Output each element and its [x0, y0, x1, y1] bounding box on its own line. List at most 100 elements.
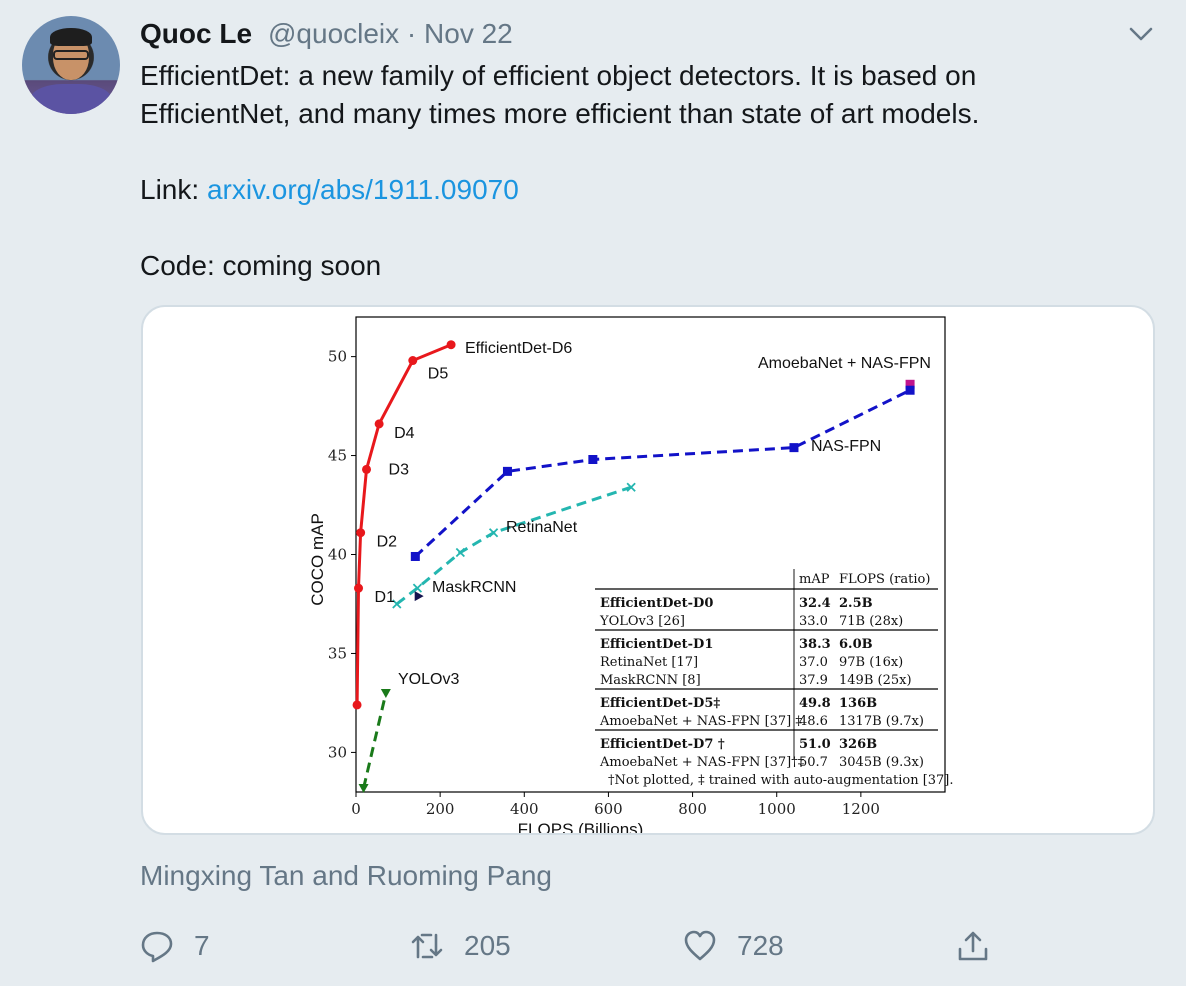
table-cell: 71B (28x)	[839, 614, 903, 629]
data-point	[502, 466, 512, 476]
tweet-link-line: Link: arxiv.org/abs/1911.09070	[140, 171, 519, 209]
like-button[interactable]: 728	[683, 926, 784, 966]
table-header: FLOPS (ratio)	[839, 572, 930, 587]
share-icon	[958, 931, 988, 961]
table-cell: 49.8	[799, 696, 831, 711]
link-label: Link:	[140, 174, 207, 205]
reply-icon	[141, 931, 173, 963]
table-cell: 3045B (9.3x)	[839, 755, 924, 770]
point-label: D1	[375, 589, 396, 606]
data-point	[356, 528, 366, 538]
data-point	[362, 464, 372, 474]
table-cell: 33.0	[799, 614, 828, 629]
data-point	[358, 784, 369, 794]
series-line	[355, 343, 452, 705]
series-label: RetinaNet	[506, 519, 578, 536]
data-point	[354, 583, 364, 593]
y-tick-label: 50	[328, 348, 347, 366]
table-cell: RetinaNet [17]	[600, 655, 698, 670]
series-label: NAS-FPN	[811, 438, 881, 455]
point-label: D3	[389, 461, 410, 478]
series-label: MaskRCNN	[432, 579, 516, 596]
tweet-text-line1: EfficientDet: a new family of efficient …	[140, 60, 977, 91]
x-tick-label: 1000	[758, 800, 796, 818]
data-point	[408, 356, 418, 366]
image-caption: Mingxing Tan and Ruoming Pang	[140, 860, 552, 891]
series-label: EfficientDet-D6	[465, 340, 572, 357]
tweet-code-line: Code: coming soon	[140, 250, 382, 281]
data-point	[588, 455, 598, 464]
table-cell: MaskRCNN [8]	[600, 673, 701, 688]
data-point	[374, 419, 384, 429]
data-point	[352, 700, 362, 710]
table-cell: EfficientDet-D1	[600, 637, 713, 652]
series-line	[362, 692, 388, 789]
table-cell: 1317B (9.7x)	[839, 714, 924, 729]
table-cell: 2.5B	[839, 596, 873, 611]
data-point	[410, 551, 420, 561]
table-cell: 136B	[839, 696, 877, 711]
x-tick-label: 1200	[842, 800, 880, 818]
data-point	[905, 379, 915, 389]
table-cell: AmoebaNet + NAS-FPN [37] ‡	[599, 714, 802, 729]
x-tick-label: 800	[678, 800, 707, 818]
y-tick-label: 35	[328, 644, 347, 662]
table-cell: EfficientDet-D0	[600, 596, 713, 611]
table-footnote: †Not plotted, ‡ trained with auto-augmen…	[608, 773, 954, 788]
table-cell: 37.0	[799, 655, 828, 670]
x-tick-label: 400	[510, 800, 539, 818]
series-label: AmoebaNet + NAS-FPN	[758, 355, 931, 372]
table-cell: 326B	[839, 737, 877, 752]
data-point	[789, 443, 799, 453]
avatar-shirt	[30, 84, 112, 114]
data-point	[412, 583, 423, 593]
x-tick-label: 0	[351, 800, 361, 818]
table-cell: 97B (16x)	[839, 655, 903, 670]
point-label: D2	[377, 534, 398, 551]
table-header: mAP	[799, 572, 830, 587]
reply-count: 7	[194, 930, 210, 961]
retweet-count: 205	[464, 930, 511, 961]
arxiv-link[interactable]: arxiv.org/abs/1911.09070	[206, 174, 519, 205]
author-name[interactable]: Quoc Le	[140, 18, 253, 49]
table-cell: 37.9	[799, 673, 828, 688]
point-label: D4	[394, 425, 415, 442]
heart-icon	[684, 930, 716, 961]
avatar-hair	[50, 28, 92, 46]
table-cell: EfficientDet-D7 †	[600, 737, 725, 752]
table-cell: EfficientDet-D5‡	[600, 696, 720, 711]
table-cell: 32.4	[799, 596, 831, 611]
x-tick-label: 600	[594, 800, 623, 818]
table-cell: AmoebaNet + NAS-FPN [37]†‡	[599, 755, 805, 770]
share-button[interactable]	[956, 926, 1010, 966]
avatar-glasses	[53, 50, 89, 60]
reply-button[interactable]: 7	[140, 926, 210, 966]
table-cell: 50.7	[799, 755, 828, 770]
efficientdet-chart: 0 200 400 600 800 1000 1200 30 35 40 45 50 FLOPS (Bi…	[308, 316, 954, 835]
retweet-icon	[411, 933, 443, 959]
like-count: 728	[737, 930, 784, 961]
table-cell: 149B (25x)	[839, 673, 912, 688]
chevron-down-icon[interactable]	[1128, 24, 1154, 44]
data-point	[488, 528, 499, 538]
author-handle-date[interactable]: @quocleix · Nov 22	[268, 18, 513, 49]
tweet-image-card[interactable]: 0 200 400 600 800 1000 1200 30 35 40 45 50 FLOPS (Bi…	[141, 305, 1155, 835]
data-point	[905, 385, 915, 395]
table-cell: 51.0	[799, 737, 831, 752]
y-tick-label: 40	[328, 546, 347, 564]
table-cell: YOLOv3 [26]	[599, 614, 685, 629]
series-label: YOLOv3	[398, 671, 459, 688]
data-point	[446, 340, 456, 350]
y-tick-label: 30	[328, 743, 347, 761]
point-label: D5	[428, 366, 449, 383]
table-cell: 48.6	[799, 714, 828, 729]
x-tick-label: 200	[426, 800, 455, 818]
tweet-text-line2: EfficientNet, and many times more effici…	[140, 98, 980, 129]
x-axis-label: FLOPS (Billions)	[518, 820, 644, 835]
retweet-button[interactable]: 205	[410, 926, 511, 966]
data-point	[455, 547, 465, 558]
author-avatar[interactable]	[22, 16, 120, 114]
table-cell: 6.0B	[839, 637, 873, 652]
data-point	[626, 482, 636, 492]
y-tick-label: 45	[328, 447, 347, 465]
